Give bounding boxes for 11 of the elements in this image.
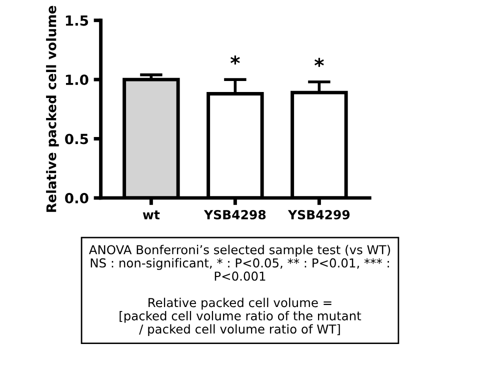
y-axis-title: Relative packed cell volume	[46, 6, 59, 212]
annotation: *	[230, 56, 240, 65]
x-tick-label: YSB4298	[204, 210, 266, 220]
y-tick-label: 1.0	[66, 74, 88, 86]
x-tick-label: wt	[142, 210, 160, 220]
y-tick-label: 1.5	[66, 16, 88, 26]
y-tick-label: 0.0	[65, 192, 88, 204]
y-tick-label: 0.5	[65, 134, 88, 144]
annotation: *	[314, 58, 324, 67]
x-tick-label: YSB4299	[288, 210, 350, 220]
text: ANOVA Bonferroni’s selected sample test (vs WT) NS : non-significant, * : P<0.05, ** : P<0.01, *** : P<0.001 Relative packed cell volume = [packed cell volume ratio of the mutant / packed cell volume ratio of WT]	[88, 244, 390, 336]
